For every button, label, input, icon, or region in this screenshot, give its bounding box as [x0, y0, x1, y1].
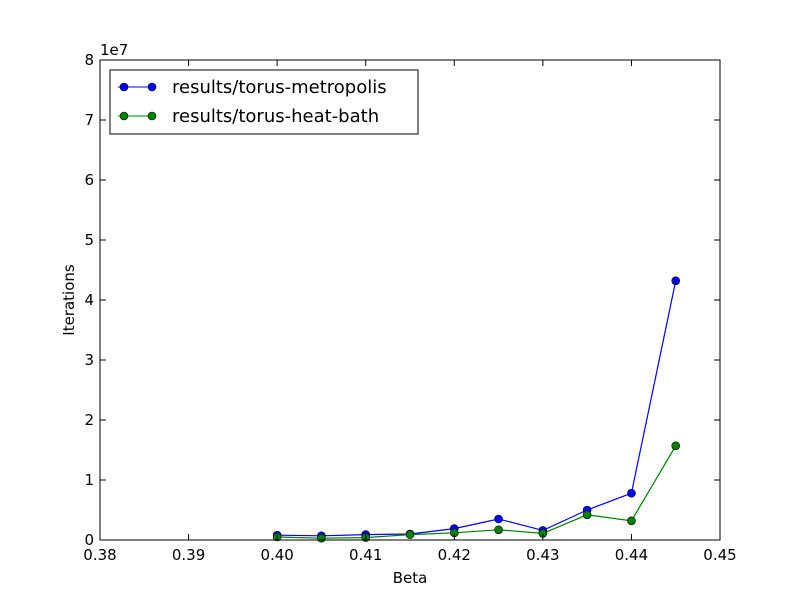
y-tick-label: 6	[84, 171, 94, 189]
data-point-metropolis	[671, 276, 681, 286]
legend-box	[109, 69, 419, 135]
ticks-layer: 0.38 0.39 0.40 0.41 0.42 0.43 0.44 0.45 0 1 2 3 4 5 6 7…	[83, 51, 736, 564]
legend-marker-heat-bath	[119, 111, 129, 121]
x-tick-label: 0.44	[615, 546, 648, 564]
y-tick-label: 2	[84, 411, 94, 429]
x-axis-label: Beta	[393, 569, 428, 587]
y-tick-label: 1	[84, 471, 94, 489]
data-point-metropolis	[494, 514, 503, 524]
data-point-heat-bath	[317, 533, 326, 543]
plot-area	[100, 60, 720, 540]
data-point-heat-bath	[582, 510, 592, 520]
y-tick-label: 3	[84, 351, 94, 369]
y-axis-label: Iterations	[60, 264, 78, 336]
legend-label-metropolis: results/torus-metropolis	[172, 77, 387, 98]
x-tick-label: 0.41	[349, 546, 382, 564]
x-tick-label: 0.39	[172, 546, 205, 564]
legend-marker-metropolis	[119, 82, 129, 92]
series-line-metropolis	[277, 280, 677, 537]
legend: results/torus-metropolis results/torus-h…	[109, 69, 419, 135]
data-point-heat-bath	[627, 516, 636, 526]
data-point-heat-bath	[405, 530, 415, 539]
data-point-heat-bath	[671, 441, 681, 451]
y-tick-label: 4	[84, 291, 94, 309]
y-tick-label: 0	[84, 531, 94, 549]
legend-label-heat-bath: results/torus-heat-bath	[172, 106, 379, 127]
y-offset-label: 1e7	[100, 41, 128, 59]
data-point-metropolis	[627, 488, 636, 498]
data-point-heat-bath	[494, 525, 503, 535]
y-tick-label: 5	[84, 231, 94, 249]
y-tick-label: 7	[84, 111, 94, 129]
x-tick-label: 0.42	[438, 546, 471, 564]
x-tick-label: 0.40	[260, 546, 293, 564]
x-tick-label: 0.38	[83, 546, 116, 564]
series-line-heat-bath	[277, 445, 677, 539]
legend-marker-heat-bath	[147, 111, 157, 121]
legend-marker-metropolis	[147, 82, 157, 92]
x-tick-label: 0.43	[526, 546, 559, 564]
x-tick-label: 0.45	[703, 546, 736, 564]
y-tick-label: 8	[84, 51, 94, 69]
series-layer	[272, 276, 681, 543]
